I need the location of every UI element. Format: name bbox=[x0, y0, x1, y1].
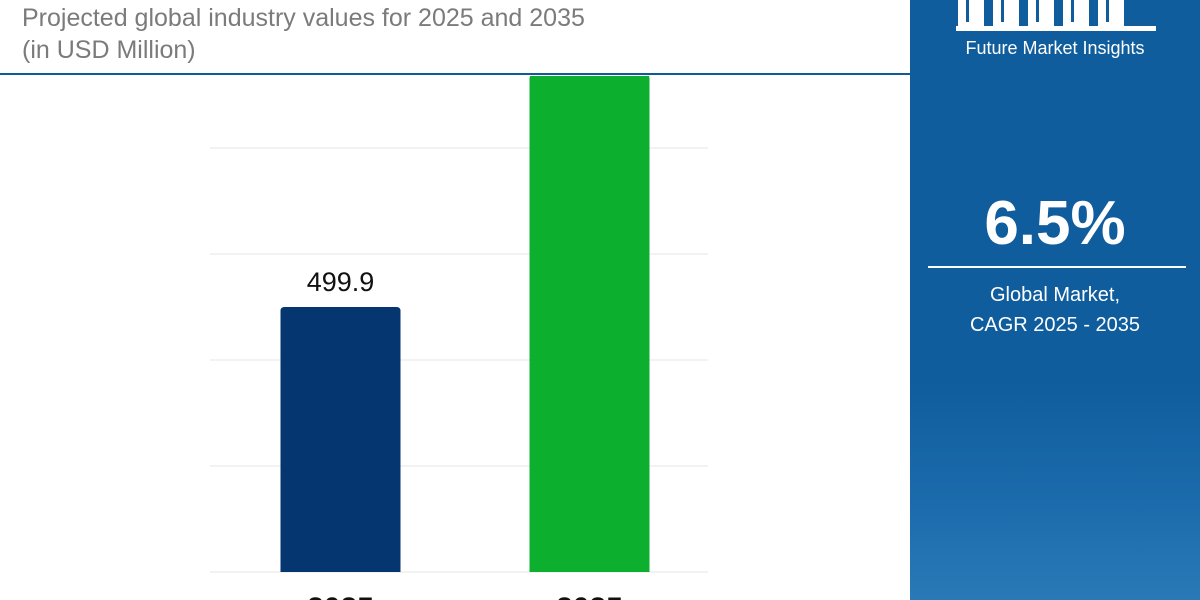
chart-header: Projected global industry values for 202… bbox=[0, 0, 910, 75]
chart-subtitle: (in USD Million) bbox=[22, 36, 196, 64]
panel-background-glow bbox=[910, 380, 1200, 600]
brand-name: Future Market Insights bbox=[965, 38, 1145, 58]
cagr-label: Global Market, bbox=[989, 284, 1121, 306]
bar-chart: 499.92025938.52035 bbox=[0, 76, 910, 600]
building-columns-icon bbox=[956, 0, 1156, 31]
x-tick-label: 2025 bbox=[307, 592, 374, 600]
stats-panel: Future Market Insights 6.5% Global Marke… bbox=[910, 0, 1200, 600]
x-tick-label: 2035 bbox=[556, 592, 623, 600]
cagr-period: CAGR 2025 - 2035 bbox=[969, 314, 1141, 336]
divider bbox=[928, 266, 1186, 268]
bar-chart-svg: 499.92025938.52035 bbox=[210, 76, 708, 600]
data-label-2025: 499.9 bbox=[307, 267, 375, 297]
bar-2025 bbox=[280, 307, 401, 572]
bar-2035 bbox=[529, 76, 650, 572]
chart-title: Projected global industry values for 202… bbox=[22, 4, 585, 32]
brand-logo: Future Market Insights bbox=[950, 0, 1160, 65]
cagr-value: 6.5% bbox=[984, 189, 1126, 258]
